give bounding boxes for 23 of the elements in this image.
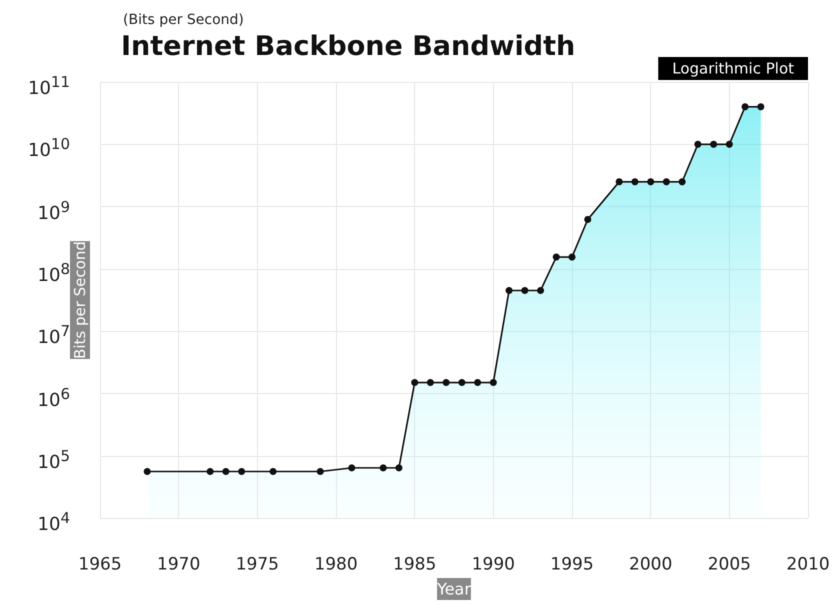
x-tick-label: 1970 xyxy=(157,554,200,575)
x-tick-label: 2005 xyxy=(708,554,751,575)
chart-subtitle: (Bits per Second) xyxy=(123,12,244,28)
x-tick-label: 1995 xyxy=(550,554,594,575)
x-tick-label: 1990 xyxy=(472,554,515,575)
text: Logarithmic Plot xyxy=(672,60,794,78)
y-tick-label: 10$^{11}$ xyxy=(28,72,70,100)
y-tick-label: 10$^{10}$ xyxy=(28,134,70,162)
x-tick-label: 2010 xyxy=(786,554,830,575)
y-tick-label: 10$^{7}$ xyxy=(38,321,70,350)
x-tick-label: 1965 xyxy=(78,554,122,575)
x-tick-label: 1985 xyxy=(393,554,436,575)
y-tick-label: 10$^{6}$ xyxy=(38,384,70,412)
x-tick-label: 1980 xyxy=(314,554,358,575)
y-tick-label: 10$^{5}$ xyxy=(38,446,70,474)
y-axis-title: Bits per Second xyxy=(71,241,89,359)
y-tick-label: 10$^{9}$ xyxy=(38,196,70,225)
chart-title: Internet Backbone Bandwidth xyxy=(121,31,576,62)
x-tick-label: 2000 xyxy=(629,554,672,575)
y-tick-label: 10$^{8}$ xyxy=(38,258,70,287)
y-tick-label: 10$^{4}$ xyxy=(38,508,70,536)
x-axis-title: Year xyxy=(436,580,472,598)
x-tick-label: 1975 xyxy=(236,554,279,575)
